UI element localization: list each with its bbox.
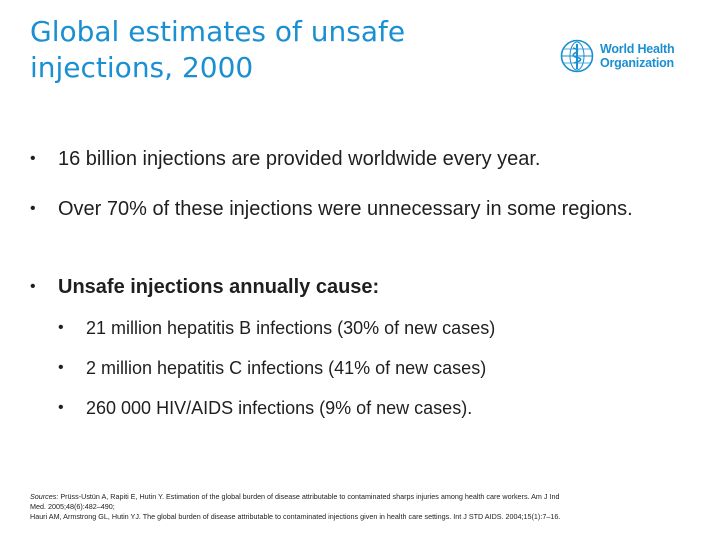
bullet-text: Over 70% of these injections were unnece…	[58, 198, 633, 220]
slide-title: Global estimates of unsafe injections, 2…	[30, 14, 530, 86]
bullet-text: 16 billion injections are provided world…	[58, 148, 541, 170]
bullet-item: • 16 billion injections are provided wor…	[30, 146, 700, 172]
sub-bullet-item: • 2 million hepatitis C infections (41% …	[30, 356, 700, 380]
bullet-item: • Unsafe injections annually cause:	[30, 274, 700, 300]
sources-footnote: Sources: Prüss-Ustün A, Rapiti E, Hutin …	[30, 492, 690, 522]
bullet-text: Unsafe injections annually cause:	[58, 276, 380, 298]
sub-bullet-text: 2 million hepatitis C infections (41% of…	[86, 358, 487, 378]
sources-line-3: Hauri AM, Armstrong GL, Hutin YJ. The gl…	[30, 512, 561, 521]
bullet-item: • Over 70% of these injections were unne…	[30, 196, 700, 222]
who-wordmark-line-2: Organization	[600, 56, 674, 70]
sub-bullet-text: 260 000 HIV/AIDS infections (9% of new c…	[86, 398, 473, 418]
who-wordmark: World Health Organization	[600, 42, 675, 70]
bullet-glyph: •	[30, 150, 36, 167]
sources-line-1: Sources: Prüss-Ustün A, Rapiti E, Hutin …	[30, 492, 690, 502]
bullet-glyph: •	[58, 359, 64, 376]
sources-line-2: Med. 2005;48(6):482–490;	[30, 502, 115, 511]
bullet-glyph: •	[58, 399, 64, 416]
sources-citation-1: Prüss-Ustün A, Rapiti E, Hutin Y. Estima…	[58, 492, 560, 501]
who-wordmark-line-1: World Health	[600, 42, 675, 56]
bullet-glyph: •	[58, 319, 64, 336]
sub-bullet-item: • 21 million hepatitis B infections (30%…	[30, 316, 700, 340]
bullet-glyph: •	[30, 278, 36, 295]
bullet-glyph: •	[30, 200, 36, 217]
who-emblem-icon	[560, 39, 594, 73]
sub-bullet-text: 21 million hepatitis B infections (30% o…	[86, 318, 496, 338]
sources-label: Sources:	[30, 492, 59, 501]
who-logo: World Health Organization	[560, 38, 710, 74]
sub-bullet-item: • 260 000 HIV/AIDS infections (9% of new…	[30, 396, 700, 420]
title-line-2: injections, 2000	[30, 51, 254, 84]
title-line-1: Global estimates of unsafe	[30, 15, 406, 48]
